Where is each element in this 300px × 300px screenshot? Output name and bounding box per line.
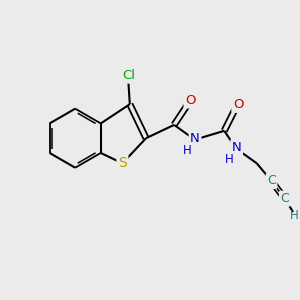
Text: H: H (183, 143, 192, 157)
Text: C: C (280, 192, 289, 205)
Text: C: C (267, 175, 276, 188)
Text: Cl: Cl (122, 69, 135, 82)
Text: N: N (190, 132, 200, 145)
Text: N: N (232, 140, 242, 154)
Text: H: H (290, 209, 299, 222)
Text: O: O (185, 94, 196, 107)
Text: S: S (118, 156, 127, 170)
Text: O: O (233, 98, 243, 111)
Text: H: H (225, 153, 234, 166)
